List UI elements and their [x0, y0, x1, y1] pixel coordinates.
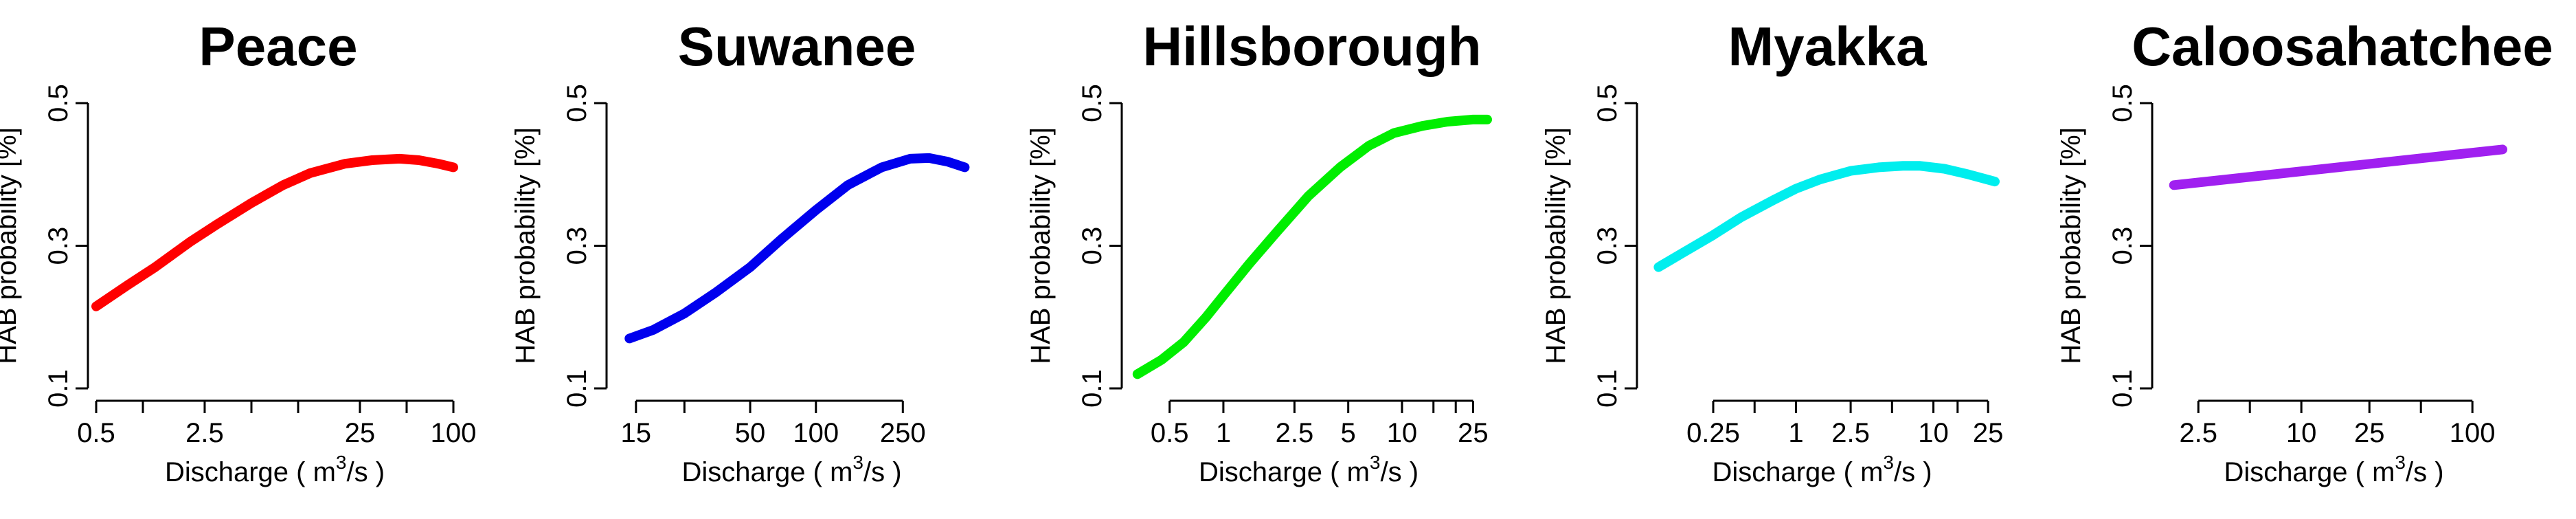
- x-tick-label: 2.5: [1276, 418, 1314, 448]
- y-tick-label: 0.3: [1077, 227, 1107, 265]
- x-tick-label: 50: [735, 418, 766, 448]
- x-tick-label: 25: [1458, 418, 1489, 448]
- x-axis-label: Discharge ( m3/s ): [1712, 452, 1932, 487]
- x-axis-label: Discharge ( m3/s ): [165, 452, 385, 487]
- panel-title: Peace: [199, 16, 357, 77]
- y-tick-label: 0.3: [43, 227, 74, 265]
- panel-2: Suwanee 0.1 0.3 0.5 HAB probability [%] 15 50 1…: [510, 16, 970, 487]
- x-tick-label: 10: [1387, 418, 1418, 448]
- x-tick-label: 25: [1973, 418, 2004, 448]
- panel-title: Myakka: [1728, 16, 1927, 77]
- x-axis-label: Discharge ( m3/s ): [1199, 452, 1419, 487]
- y-tick-label: 0.5: [43, 84, 74, 122]
- x-tick-label: 250: [880, 418, 926, 448]
- x-tick-label: 2.5: [1831, 418, 1870, 448]
- x-tick-label: 10: [1918, 418, 1949, 448]
- y-axis-label: HAB probability [%]: [1541, 127, 1571, 364]
- x-tick-label: 5: [1341, 418, 1356, 448]
- y-tick-label: 0.5: [1077, 84, 1107, 122]
- y-axis-label: HAB probability [%]: [0, 127, 22, 364]
- x-tick-label: 25: [345, 418, 376, 448]
- y-tick-label: 0.3: [2108, 227, 2138, 265]
- y-tick-label: 0.1: [43, 369, 74, 408]
- x-tick-label: 0.25: [1686, 418, 1740, 448]
- panel-title: Hillsborough: [1142, 16, 1481, 77]
- x-axis-label: Discharge ( m3/s ): [681, 452, 901, 487]
- x-tick-label: 15: [621, 418, 652, 448]
- x-tick-label: 2.5: [185, 418, 224, 448]
- panel-5: Caloosahatchee 0.1 0.3 0.5 HAB probability […: [2056, 16, 2553, 487]
- x-tick-label: 2.5: [2179, 418, 2217, 448]
- x-tick-label: 0.5: [1151, 418, 1189, 448]
- series-line: [2169, 144, 2507, 190]
- series-line: [1132, 114, 1492, 379]
- panel-1: Peace 0.1 0.3 0.5 HAB probability [%] 0.5 2.5 2…: [0, 16, 476, 487]
- x-tick-label: 100: [2450, 418, 2496, 448]
- y-tick-label: 0.1: [562, 369, 592, 408]
- x-axis-label: Discharge ( m3/s ): [2224, 452, 2443, 487]
- x-tick-label: 1: [1216, 418, 1231, 448]
- y-tick-label: 0.5: [1592, 84, 1623, 122]
- y-tick-label: 0.5: [2108, 84, 2138, 122]
- x-tick-label: 100: [431, 418, 477, 448]
- series-line: [1653, 161, 2000, 272]
- x-tick-label: 0.5: [77, 418, 115, 448]
- y-tick-label: 0.5: [562, 84, 592, 122]
- y-axis-label: HAB probability [%]: [510, 127, 541, 364]
- y-tick-label: 0.3: [1592, 227, 1623, 265]
- y-axis-label: HAB probability [%]: [1026, 127, 1056, 364]
- y-axis-label: HAB probability [%]: [2056, 127, 2086, 364]
- x-tick-label: 1: [1788, 418, 1803, 448]
- series-line: [91, 153, 458, 311]
- panel-title: Suwanee: [678, 16, 916, 77]
- y-tick-label: 0.1: [1592, 369, 1623, 408]
- panel-title: Caloosahatchee: [2132, 16, 2553, 77]
- y-tick-label: 0.3: [562, 227, 592, 265]
- x-tick-label: 10: [2286, 418, 2317, 448]
- series-line: [624, 153, 970, 344]
- panel-3: Hillsborough 0.1 0.3 0.5 HAB probability [%]…: [1026, 16, 1492, 487]
- y-tick-label: 0.1: [2108, 369, 2138, 408]
- y-tick-label: 0.1: [1077, 369, 1107, 408]
- x-tick-label: 100: [793, 418, 839, 448]
- x-tick-label: 25: [2354, 418, 2385, 448]
